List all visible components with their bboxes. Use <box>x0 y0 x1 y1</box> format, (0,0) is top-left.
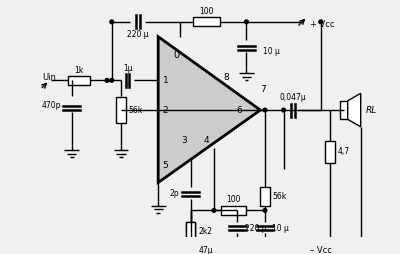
Text: 0,047μ: 0,047μ <box>280 93 306 103</box>
Circle shape <box>282 108 286 112</box>
Text: 0: 0 <box>174 50 180 60</box>
Text: RL: RL <box>365 106 376 115</box>
Bar <box>186 221 195 242</box>
Circle shape <box>212 209 216 212</box>
Text: 10 μ: 10 μ <box>263 47 280 56</box>
Text: 2k2: 2k2 <box>198 227 212 236</box>
Bar <box>186 221 195 242</box>
Bar <box>116 97 126 123</box>
Bar <box>326 141 335 163</box>
Text: 220 μ: 220 μ <box>244 224 266 233</box>
Text: 220 μ: 220 μ <box>127 30 148 39</box>
Text: – Vcc: – Vcc <box>310 246 332 254</box>
Circle shape <box>319 20 323 24</box>
Text: 56k: 56k <box>128 106 143 115</box>
Text: 1k: 1k <box>75 66 84 75</box>
Circle shape <box>110 20 114 24</box>
Text: 6: 6 <box>236 106 242 115</box>
Text: 1μ: 1μ <box>123 64 132 73</box>
Bar <box>194 17 220 26</box>
Text: 56k: 56k <box>272 192 287 201</box>
Text: 5: 5 <box>163 161 168 170</box>
Text: 10 μ: 10 μ <box>272 224 289 233</box>
Bar <box>68 76 90 85</box>
Bar <box>260 187 270 206</box>
Text: 2: 2 <box>163 106 168 115</box>
Text: 4: 4 <box>204 136 209 145</box>
Text: + Vcc: + Vcc <box>310 20 334 29</box>
Circle shape <box>263 209 267 212</box>
Polygon shape <box>158 37 260 183</box>
Polygon shape <box>348 93 361 127</box>
Text: 470p: 470p <box>41 101 61 110</box>
Text: 100: 100 <box>226 195 241 204</box>
Bar <box>221 206 246 215</box>
Text: 47μ: 47μ <box>198 246 213 254</box>
Text: 3: 3 <box>181 136 187 145</box>
Text: 7: 7 <box>260 85 266 94</box>
Circle shape <box>105 78 109 82</box>
Text: 2p: 2p <box>170 189 180 198</box>
Text: 100: 100 <box>199 7 214 16</box>
Bar <box>340 101 348 119</box>
Circle shape <box>244 20 248 24</box>
Text: 4,7: 4,7 <box>338 147 350 156</box>
Text: 1: 1 <box>163 76 168 85</box>
Text: Uin: Uin <box>42 73 56 82</box>
Circle shape <box>263 108 267 112</box>
Circle shape <box>110 78 114 82</box>
Text: 8: 8 <box>223 73 229 82</box>
